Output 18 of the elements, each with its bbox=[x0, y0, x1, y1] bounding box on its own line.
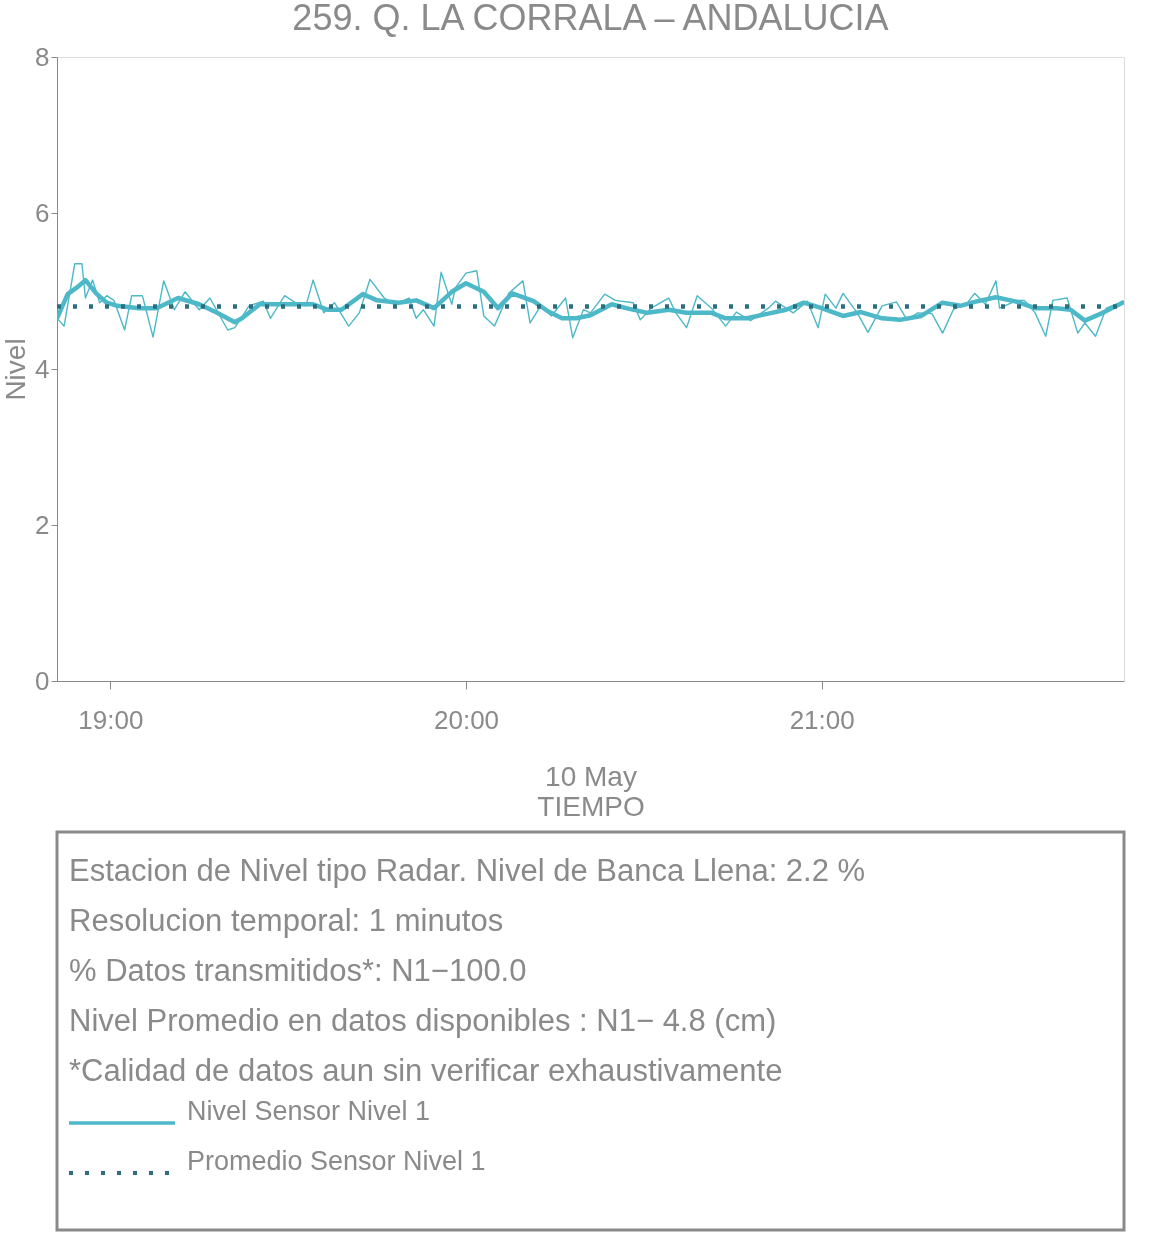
text: % Datos transmitidos*: N1−100.0 bbox=[69, 953, 527, 988]
text: 10 May bbox=[545, 760, 637, 792]
text: Nivel Promedio en datos disponibles : N1− 4.8 (cm) bbox=[69, 1003, 777, 1038]
y-tick-label: 4 bbox=[35, 353, 50, 384]
y-tick-label: 2 bbox=[35, 509, 50, 540]
text: Resolucion temporal: 1 minutos bbox=[69, 903, 504, 938]
legend-label: Promedio Sensor Nivel 1 bbox=[187, 1146, 486, 1176]
y-tick-label: 0 bbox=[35, 665, 50, 696]
x-tick-label: 19:00 bbox=[78, 704, 144, 735]
y-tick-label: 8 bbox=[35, 41, 50, 72]
x-tick-label: 20:00 bbox=[433, 704, 500, 735]
text: Estacion de Nivel tipo Radar. Nivel de Banca Llena: 2.2 % bbox=[69, 853, 866, 888]
legend-label: Nivel Sensor Nivel 1 bbox=[187, 1096, 431, 1126]
y-tick-label: 6 bbox=[35, 197, 50, 228]
chart-title: 259. Q. LA CORRALA – ANDALUCIA bbox=[292, 0, 889, 38]
text: *Calidad de datos aun sin verificar exhaustivamente bbox=[69, 1053, 783, 1088]
y-axis-title: Nivel bbox=[0, 338, 32, 401]
x-tick-label: 21:00 bbox=[789, 704, 855, 735]
